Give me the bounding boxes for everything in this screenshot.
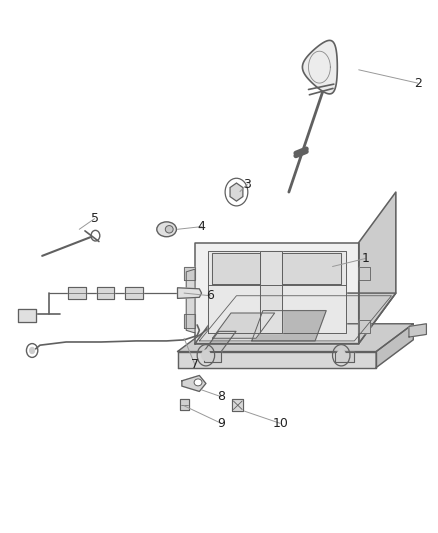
Text: 3: 3 xyxy=(244,177,251,191)
Polygon shape xyxy=(335,352,354,362)
Polygon shape xyxy=(177,352,376,368)
Polygon shape xyxy=(18,309,35,322)
Text: 1: 1 xyxy=(361,252,369,265)
Polygon shape xyxy=(184,266,195,280)
Circle shape xyxy=(29,348,35,354)
Text: 2: 2 xyxy=(414,77,422,90)
Polygon shape xyxy=(376,324,413,368)
Polygon shape xyxy=(359,320,370,333)
Polygon shape xyxy=(184,314,195,328)
Polygon shape xyxy=(125,287,143,300)
Polygon shape xyxy=(409,324,426,337)
Polygon shape xyxy=(252,311,326,341)
Circle shape xyxy=(337,350,346,361)
Polygon shape xyxy=(68,287,86,300)
Polygon shape xyxy=(359,192,396,344)
Polygon shape xyxy=(180,399,189,410)
Polygon shape xyxy=(230,183,243,201)
Polygon shape xyxy=(195,293,396,344)
Polygon shape xyxy=(177,324,413,352)
Text: 5: 5 xyxy=(91,212,99,225)
Polygon shape xyxy=(195,243,359,344)
Text: 9: 9 xyxy=(217,417,225,430)
Polygon shape xyxy=(212,253,261,284)
Polygon shape xyxy=(261,251,283,333)
Polygon shape xyxy=(212,313,275,338)
Text: 6: 6 xyxy=(206,289,214,302)
Text: 8: 8 xyxy=(217,390,225,403)
Polygon shape xyxy=(177,288,201,298)
Polygon shape xyxy=(204,352,221,362)
Text: 4: 4 xyxy=(198,220,205,233)
Ellipse shape xyxy=(165,225,173,233)
Ellipse shape xyxy=(157,222,177,237)
Polygon shape xyxy=(232,399,244,411)
Polygon shape xyxy=(359,266,370,280)
Text: 10: 10 xyxy=(272,417,288,430)
Polygon shape xyxy=(302,41,337,94)
Polygon shape xyxy=(204,332,236,352)
Polygon shape xyxy=(283,253,341,284)
Polygon shape xyxy=(182,375,206,391)
Polygon shape xyxy=(186,269,195,333)
Polygon shape xyxy=(208,251,346,333)
Circle shape xyxy=(201,350,210,361)
Ellipse shape xyxy=(194,379,202,386)
Text: 7: 7 xyxy=(191,358,199,372)
Polygon shape xyxy=(97,287,114,300)
